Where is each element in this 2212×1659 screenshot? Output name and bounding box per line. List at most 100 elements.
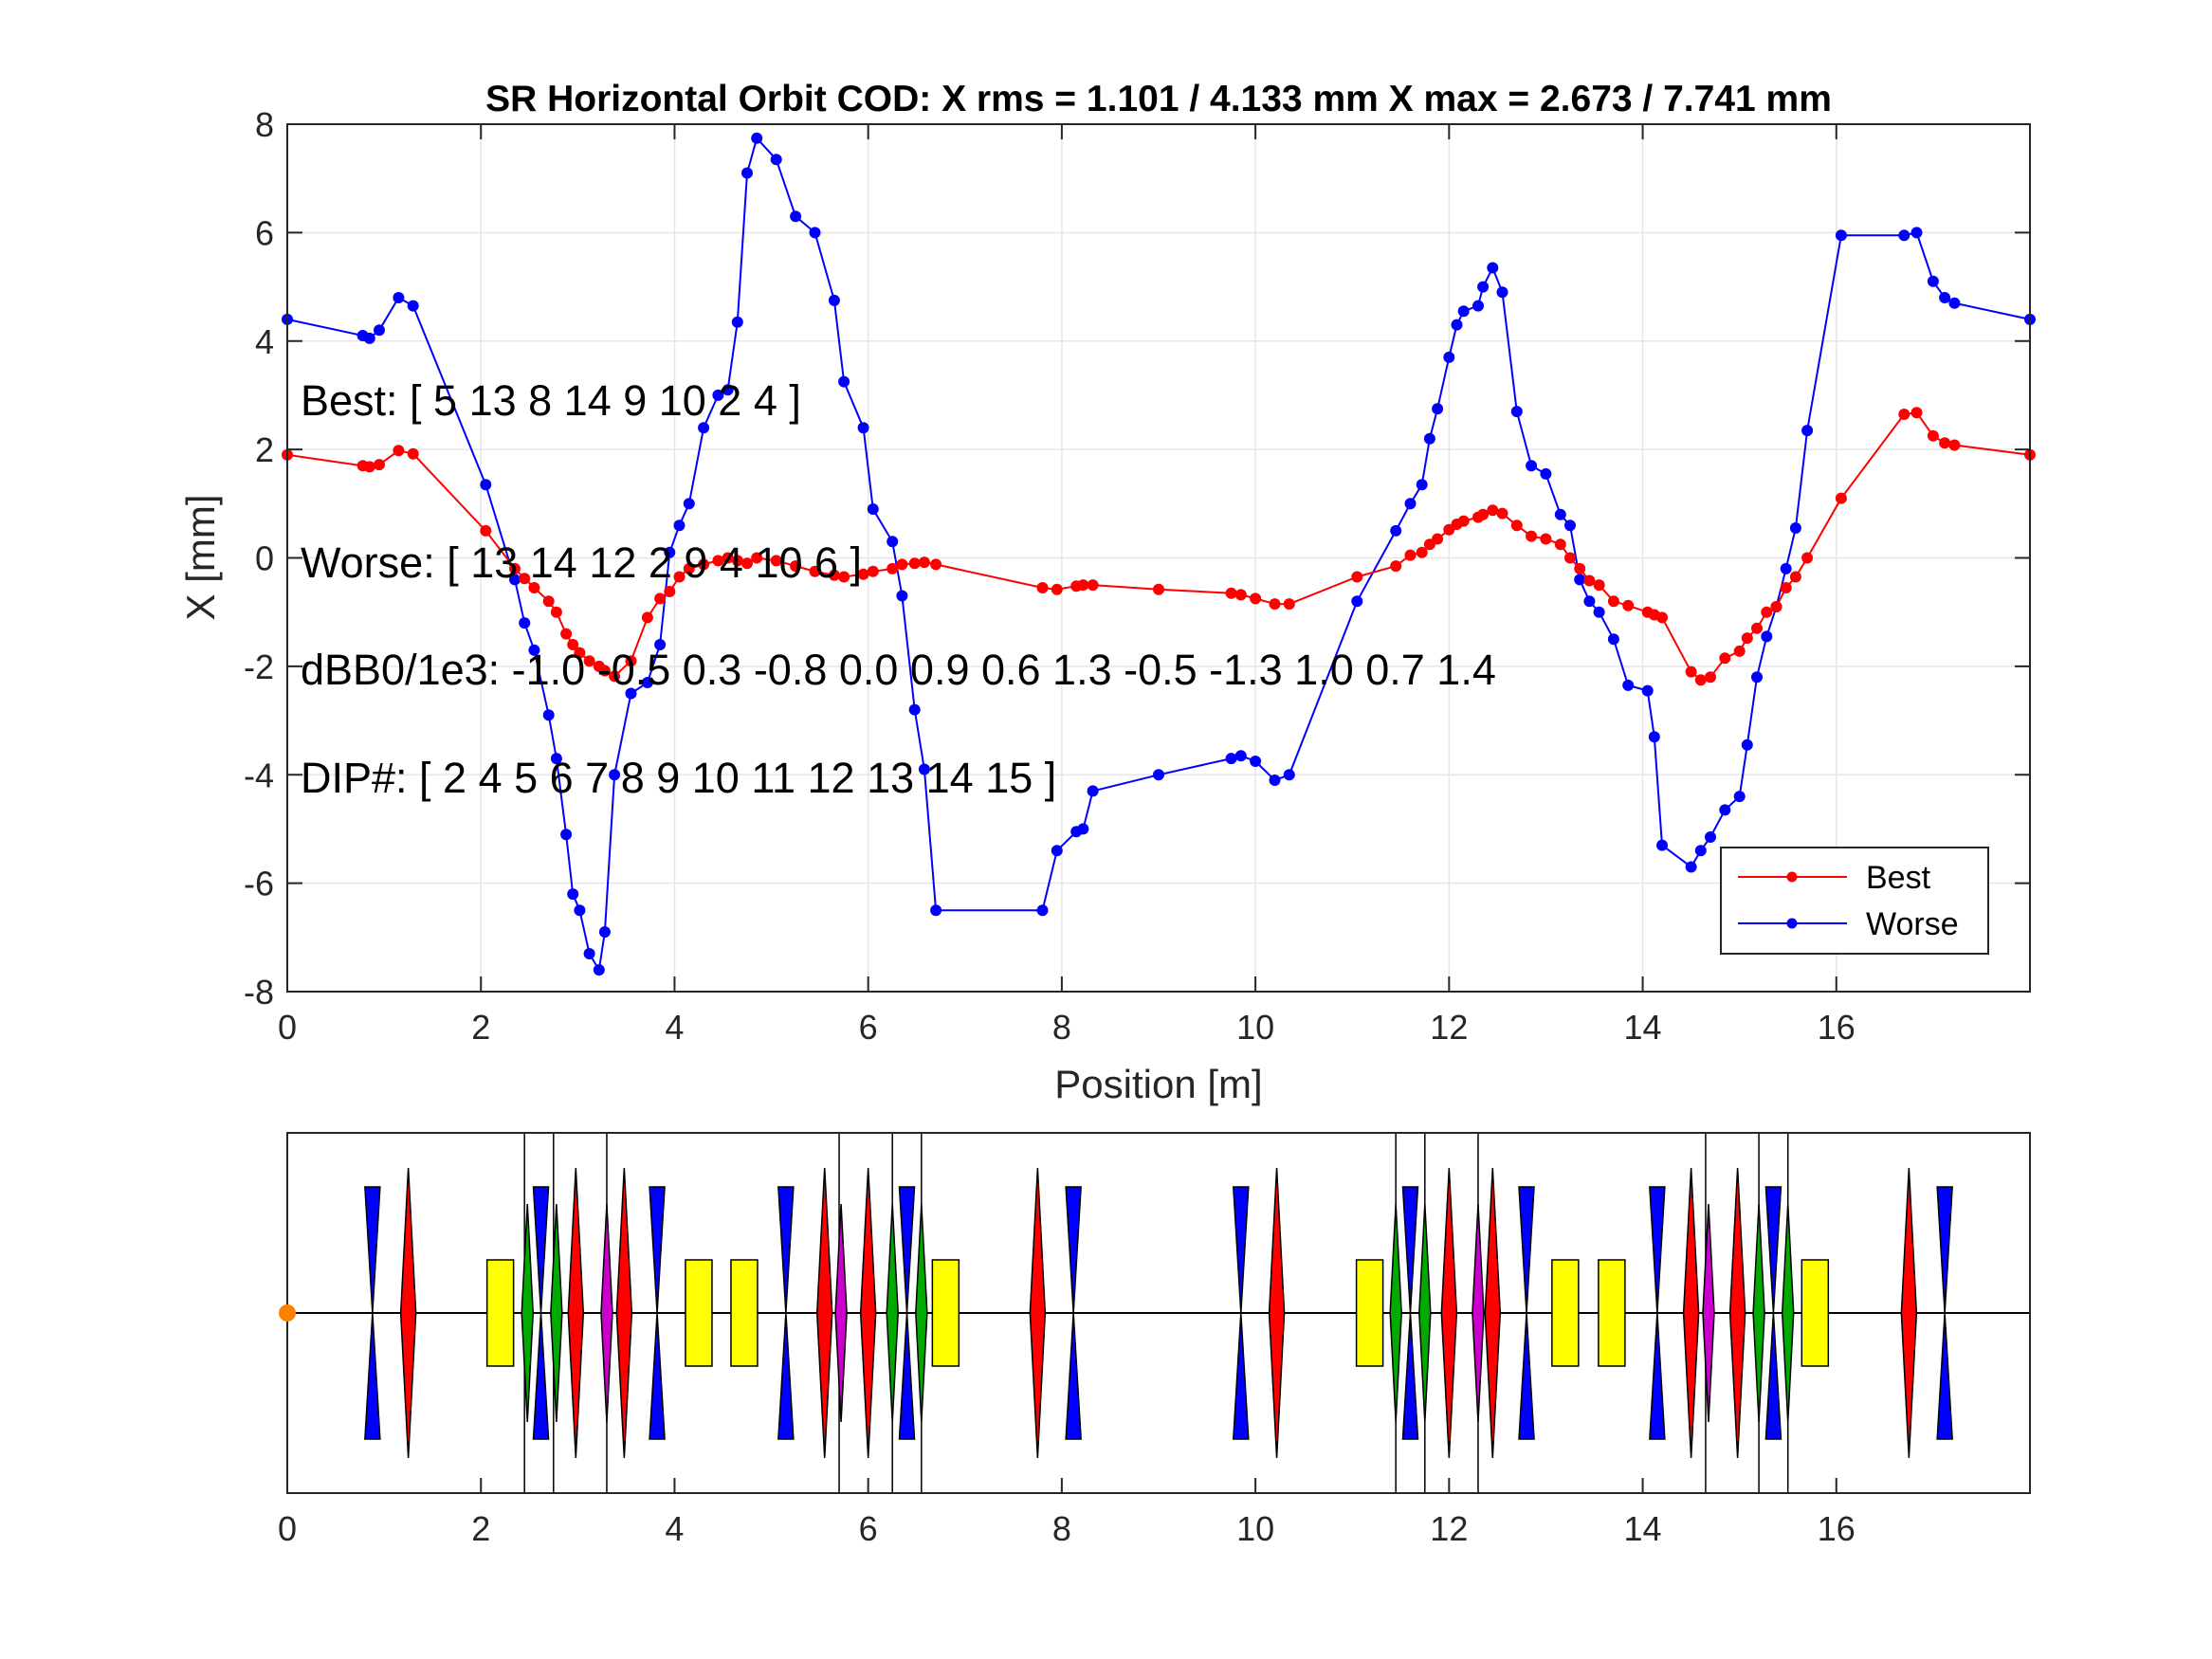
dipole-magnet bbox=[1801, 1259, 1830, 1367]
data-point-best bbox=[1939, 437, 1951, 449]
x-tick-label: 10 bbox=[1236, 1008, 1274, 1047]
data-point-worse bbox=[887, 536, 899, 548]
defocusing-quadrupole bbox=[649, 1186, 666, 1440]
data-point-best bbox=[731, 555, 743, 567]
dipole-magnet bbox=[1551, 1259, 1580, 1367]
x-tick-label: 2 bbox=[471, 1008, 490, 1047]
data-point-worse bbox=[1593, 606, 1605, 618]
data-point-worse bbox=[1443, 351, 1455, 363]
data-point-worse bbox=[1583, 595, 1596, 608]
data-point-best bbox=[1036, 582, 1049, 593]
data-point-worse bbox=[1564, 520, 1576, 532]
annotation-worse: Worse: [ 13 14 12 2 9 4 10 6 ] bbox=[301, 538, 862, 587]
sextupole bbox=[600, 1203, 613, 1423]
data-point-worse bbox=[1496, 286, 1508, 299]
data-point-best bbox=[722, 552, 734, 564]
lattice-x-tick-label: 16 bbox=[1818, 1509, 1856, 1548]
data-point-best bbox=[1250, 592, 1262, 605]
data-point-worse bbox=[908, 703, 921, 716]
data-point-worse bbox=[1939, 292, 1951, 303]
defocusing-quadrupole bbox=[898, 1186, 916, 1440]
data-point-best bbox=[1607, 595, 1619, 608]
data-point-worse bbox=[1656, 839, 1668, 851]
data-point-worse bbox=[542, 709, 555, 721]
data-point-best bbox=[1526, 530, 1538, 542]
data-point-best bbox=[1835, 492, 1847, 504]
data-point-worse bbox=[574, 904, 586, 917]
data-point-best bbox=[583, 655, 595, 667]
data-point-best bbox=[1077, 579, 1089, 592]
sextupole bbox=[1781, 1203, 1795, 1423]
sextupole bbox=[550, 1203, 563, 1423]
data-point-best bbox=[1487, 504, 1499, 517]
data-point-worse bbox=[1733, 791, 1746, 803]
data-point-worse bbox=[550, 753, 562, 765]
focusing-quadrupole bbox=[399, 1167, 417, 1459]
data-point-best bbox=[1789, 571, 1801, 583]
data-point-worse bbox=[1077, 823, 1089, 835]
data-point-best bbox=[550, 606, 562, 618]
data-point-best bbox=[1496, 507, 1508, 520]
legend-box bbox=[1720, 847, 1989, 955]
data-point-worse bbox=[1927, 275, 1939, 287]
data-point-worse bbox=[1477, 281, 1490, 293]
data-point-worse bbox=[722, 384, 734, 396]
data-point-best bbox=[1554, 538, 1566, 551]
x-tick-label: 0 bbox=[278, 1008, 297, 1047]
defocusing-quadrupole bbox=[1518, 1186, 1535, 1440]
data-point-worse bbox=[1948, 297, 1961, 309]
data-point-best bbox=[1898, 409, 1910, 420]
lattice-x-tick-label: 2 bbox=[471, 1509, 490, 1548]
y-tick-label: -2 bbox=[244, 647, 274, 686]
data-point-worse bbox=[1780, 562, 1792, 574]
sextupole bbox=[521, 1203, 534, 1423]
annotation-best: Best: [ 5 13 8 14 9 10 2 4 ] bbox=[301, 376, 801, 425]
focusing-quadrupole bbox=[1484, 1167, 1502, 1459]
data-point-best bbox=[930, 558, 942, 571]
data-point-best bbox=[664, 586, 676, 597]
data-point-worse bbox=[609, 769, 621, 781]
data-point-worse bbox=[1641, 684, 1654, 697]
data-point-worse bbox=[1622, 679, 1635, 691]
data-point-worse bbox=[374, 324, 385, 337]
data-point-best bbox=[1269, 598, 1281, 611]
data-point-best bbox=[1751, 622, 1763, 634]
data-point-best bbox=[528, 582, 540, 593]
data-point-worse bbox=[519, 617, 531, 629]
data-point-best bbox=[1761, 606, 1773, 618]
legend-worse-label: Worse bbox=[1866, 906, 1959, 942]
data-point-worse bbox=[1789, 522, 1801, 534]
legend-best-marker bbox=[1786, 871, 1798, 883]
data-point-worse bbox=[1036, 904, 1049, 917]
focusing-quadrupole bbox=[1440, 1167, 1458, 1459]
focusing-quadrupole bbox=[859, 1167, 877, 1459]
data-point-best bbox=[1404, 549, 1417, 561]
legend-best-label: Best bbox=[1866, 860, 1931, 896]
data-point-best bbox=[896, 558, 908, 571]
defocusing-quadrupole bbox=[532, 1186, 550, 1440]
x-tick-label: 16 bbox=[1818, 1008, 1856, 1047]
focusing-quadrupole bbox=[1268, 1167, 1286, 1459]
data-point-best bbox=[509, 562, 521, 574]
lattice-elements bbox=[364, 1167, 1953, 1459]
data-point-best bbox=[560, 628, 573, 640]
data-point-best bbox=[770, 555, 782, 567]
defocusing-quadrupole bbox=[1649, 1186, 1666, 1440]
data-point-best bbox=[867, 565, 879, 577]
data-point-best bbox=[698, 558, 710, 571]
data-point-best bbox=[1234, 589, 1247, 601]
data-point-best bbox=[908, 557, 921, 570]
data-point-worse bbox=[393, 292, 405, 303]
data-point-best bbox=[1510, 520, 1523, 532]
data-point-worse bbox=[1472, 300, 1484, 312]
data-point-best bbox=[1948, 439, 1961, 451]
data-point-best bbox=[1780, 582, 1792, 593]
defocusing-quadrupole bbox=[1401, 1186, 1419, 1440]
data-point-best bbox=[407, 447, 419, 460]
annotation-dip: DIP#: [ 2 4 5 6 7 8 9 10 11 12 13 14 15 … bbox=[301, 754, 1056, 802]
x-tick-label: 8 bbox=[1052, 1008, 1071, 1047]
data-point-best bbox=[1705, 671, 1716, 684]
data-point-worse bbox=[930, 904, 942, 917]
lattice-x-tick-label: 4 bbox=[665, 1509, 684, 1548]
